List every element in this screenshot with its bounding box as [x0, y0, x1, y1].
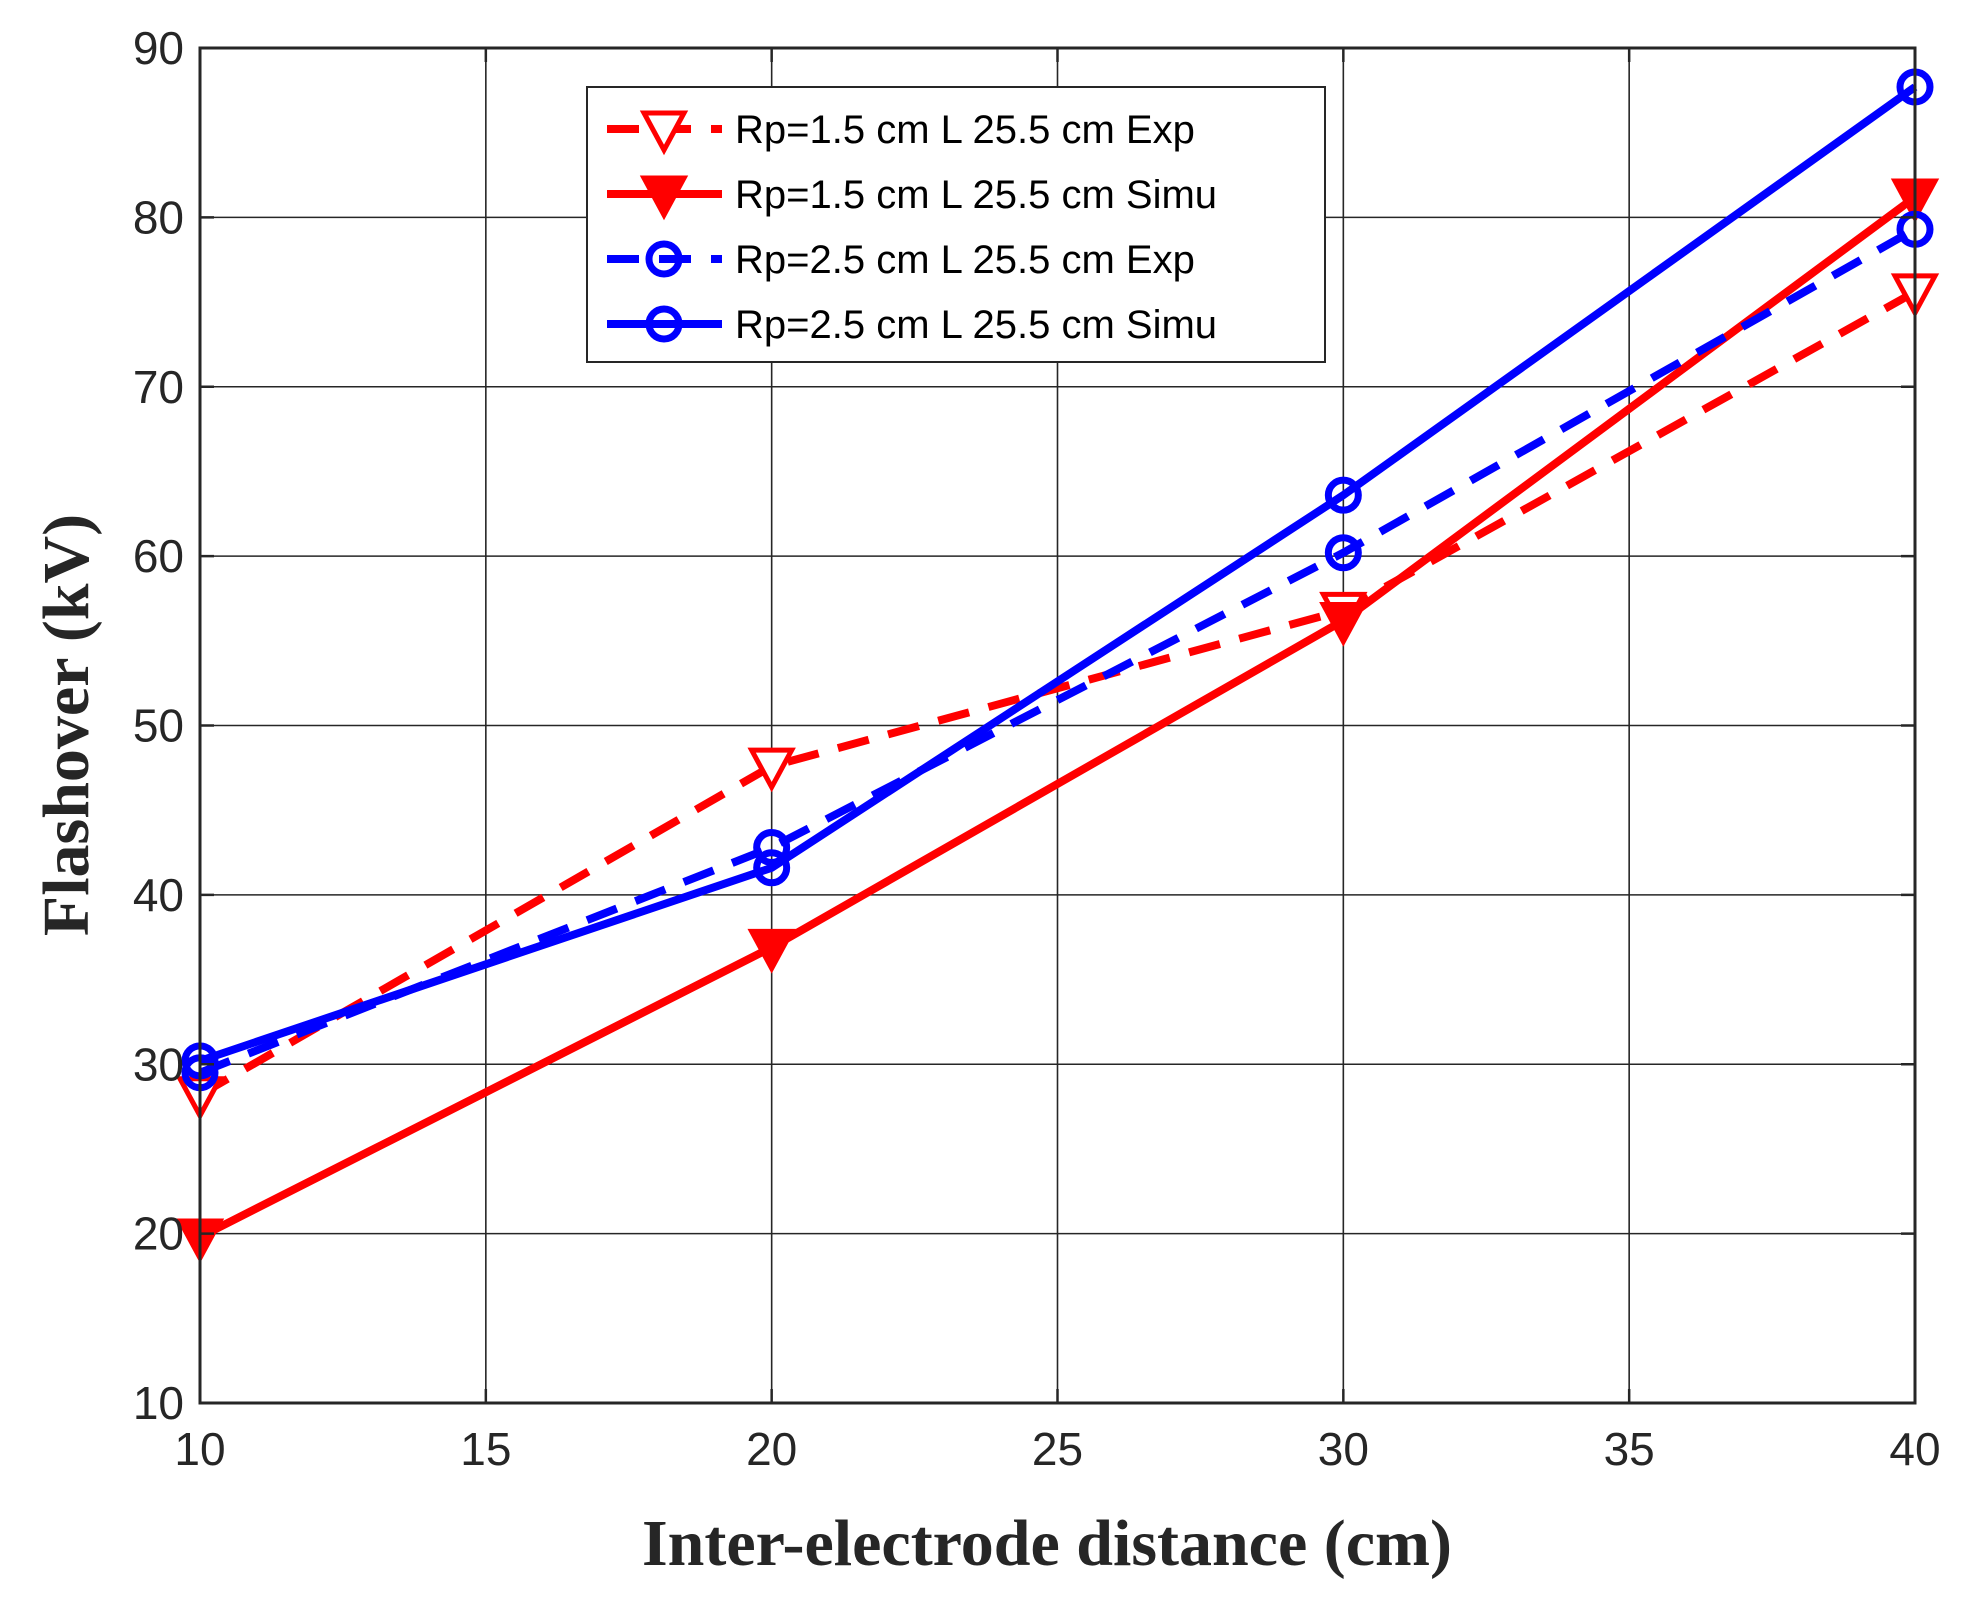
y-tick-label: 70 [133, 361, 184, 413]
y-tick-label: 80 [133, 191, 184, 243]
data-point [753, 828, 791, 866]
legend-marker [639, 110, 689, 156]
legend-marker [639, 175, 689, 221]
legend-entry: Rp=2.5 cm L 25.5 cm Simu [607, 303, 1217, 347]
series-line [198, 193, 1918, 1241]
legend-box [586, 86, 1326, 363]
legend-label: Rp=2.5 cm L 25.5 cm Exp [735, 238, 1195, 282]
x-axis-title: Inter-electrode distance (cm) [642, 1507, 1452, 1580]
legend-marker [645, 305, 683, 343]
legend-label: Rp=2.5 cm L 25.5 cm Simu [735, 303, 1217, 347]
y-tick-label: 40 [133, 869, 184, 921]
series-line [198, 225, 1917, 1077]
data-series [175, 68, 1940, 1264]
y-tick-label: 30 [133, 1038, 184, 1090]
y-tick-label: 20 [133, 1208, 184, 1260]
x-tick-label: 25 [1032, 1423, 1083, 1475]
series-line [198, 83, 1918, 1065]
axis-ticks: 10 15 20 25 30 35 40 10 20 30 40 50 60 70 80 90 [133, 22, 1941, 1475]
data-point [747, 747, 796, 793]
legend-marker [645, 240, 683, 278]
x-tick-label: 10 [174, 1423, 225, 1475]
legend-entry: Rp=1.5 cm L 25.5 cm Simu [607, 173, 1217, 221]
x-tick-label: 40 [1889, 1423, 1940, 1475]
data-point [1324, 534, 1362, 572]
data-point [1324, 476, 1362, 514]
x-tick-label: 15 [460, 1423, 511, 1475]
series-line [198, 288, 1917, 1099]
x-tick-label: 20 [746, 1423, 797, 1475]
legend-label: Rp=1.5 cm L 25.5 cm Exp [735, 108, 1195, 152]
data-point [747, 928, 796, 974]
data-point [1319, 601, 1368, 647]
y-tick-label: 50 [133, 700, 184, 752]
legend-entry: Rp=2.5 cm L 25.5 cm Exp [607, 238, 1195, 282]
data-point [753, 849, 791, 887]
legend: Rp=1.5 cm L 25.5 cm Exp Rp=1.5 cm L 25.5 … [586, 86, 1326, 363]
legend-label: Rp=1.5 cm L 25.5 cm Simu [735, 173, 1217, 217]
x-tick-label: 35 [1604, 1423, 1655, 1475]
x-tick-label: 30 [1318, 1423, 1369, 1475]
y-tick-label: 60 [133, 530, 184, 582]
y-tick-label: 90 [133, 22, 184, 74]
y-tick-label: 10 [133, 1377, 184, 1429]
y-axis-title: Flashover (kV) [30, 514, 103, 936]
legend-entry: Rp=1.5 cm L 25.5 cm Exp [607, 108, 1195, 156]
